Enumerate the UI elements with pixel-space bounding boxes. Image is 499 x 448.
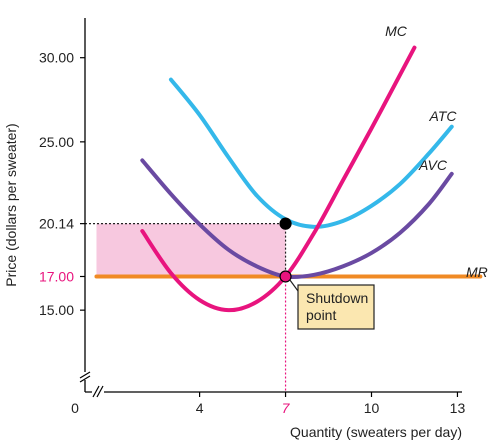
x-tick-label: 7 <box>282 400 291 416</box>
tick-layer: 30.00 25.00 20.14 17.00 15.00 4 7 10 13 <box>39 50 465 416</box>
y-axis-break-icon <box>79 371 91 383</box>
annotation-box <box>297 284 375 330</box>
series-atc-line <box>168 77 454 229</box>
axis-layer <box>79 18 462 398</box>
x-axis-break-icon <box>92 385 104 398</box>
series-label-avc: AVC <box>418 157 448 173</box>
series-label-atc: ATC <box>429 108 458 124</box>
y-tick-label: 30.00 <box>39 50 74 66</box>
shutdown-point-marker <box>279 270 292 283</box>
y-tick-label: 20.14 <box>39 216 74 232</box>
annotation-leader-line <box>289 279 299 292</box>
origin-label: 0 <box>71 400 79 416</box>
shade-layer <box>96 223 286 277</box>
annotation-text-line: Shutdown <box>306 290 368 306</box>
loss-area <box>96 223 286 277</box>
series-label-mc: MC <box>385 23 408 39</box>
y-tick-label: 15.00 <box>39 302 74 318</box>
x-axis-title: Quantity (sweaters per day) <box>290 424 462 440</box>
annotation-text-line: point <box>306 307 336 323</box>
atc-point <box>279 217 292 230</box>
point-layer <box>279 217 292 283</box>
guide-layer <box>85 223 287 392</box>
x-tick-label: 10 <box>364 400 380 416</box>
y-tick-label: 25.00 <box>39 134 74 150</box>
x-tick-label: 13 <box>450 400 466 416</box>
y-tick-label: 17.00 <box>39 268 74 284</box>
series-label-mr: MR <box>466 264 488 280</box>
label-layer: MC ATC AVC MR <box>385 23 488 280</box>
x-tick-label: 4 <box>196 400 204 416</box>
y-axis-title: Price (dollars per sweater) <box>3 123 19 286</box>
series-avc-line <box>140 158 454 280</box>
